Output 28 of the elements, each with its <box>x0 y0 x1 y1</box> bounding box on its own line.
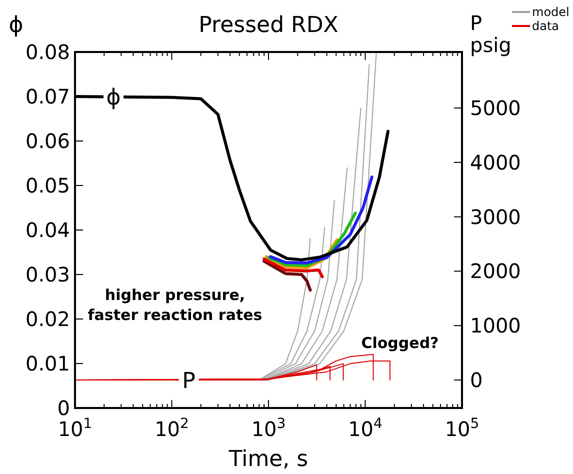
y2-tick-label: 1000 <box>470 314 521 338</box>
x-tick-label: 10$^{2}$ <box>154 416 189 441</box>
y2-tick-label: 2000 <box>470 259 521 284</box>
annotation: P <box>182 368 196 394</box>
legend-label: model <box>532 5 570 19</box>
y-tick-label: 0.01 <box>25 352 70 376</box>
y-axis-title: ϕ <box>8 13 24 38</box>
legend-label: data <box>532 19 560 33</box>
y2-tick-label: 4000 <box>470 150 521 174</box>
y-tick-label: 0.02 <box>25 307 70 331</box>
y2-tick-label: 3000 <box>470 204 521 229</box>
annotation: Clogged? <box>361 334 439 352</box>
annotation: ϕ <box>106 86 121 110</box>
y2-tick-label: 5000 <box>470 96 521 120</box>
chart-title: Pressed RDX <box>198 13 338 38</box>
x-tick-label: 10$^{4}$ <box>348 416 383 441</box>
y-tick-label: 0.04 <box>25 218 70 242</box>
y-tick-label: 0.03 <box>25 262 70 286</box>
y-tick-label: 0.08 <box>25 40 70 64</box>
y-tick-label: 0.06 <box>25 129 70 153</box>
annotation: higher pressure, faster reaction rates <box>88 286 262 324</box>
x-tick-label: 10$^{3}$ <box>251 416 286 441</box>
y-tick-label: 0.05 <box>25 174 70 198</box>
y2-tick-label: 0 <box>470 368 483 392</box>
y2-axis-title: P psig <box>470 11 512 57</box>
x-tick-label: 10$^{5}$ <box>444 416 480 441</box>
x-axis-title: Time, s <box>228 447 308 472</box>
y-tick-label: 0.07 <box>25 84 70 108</box>
